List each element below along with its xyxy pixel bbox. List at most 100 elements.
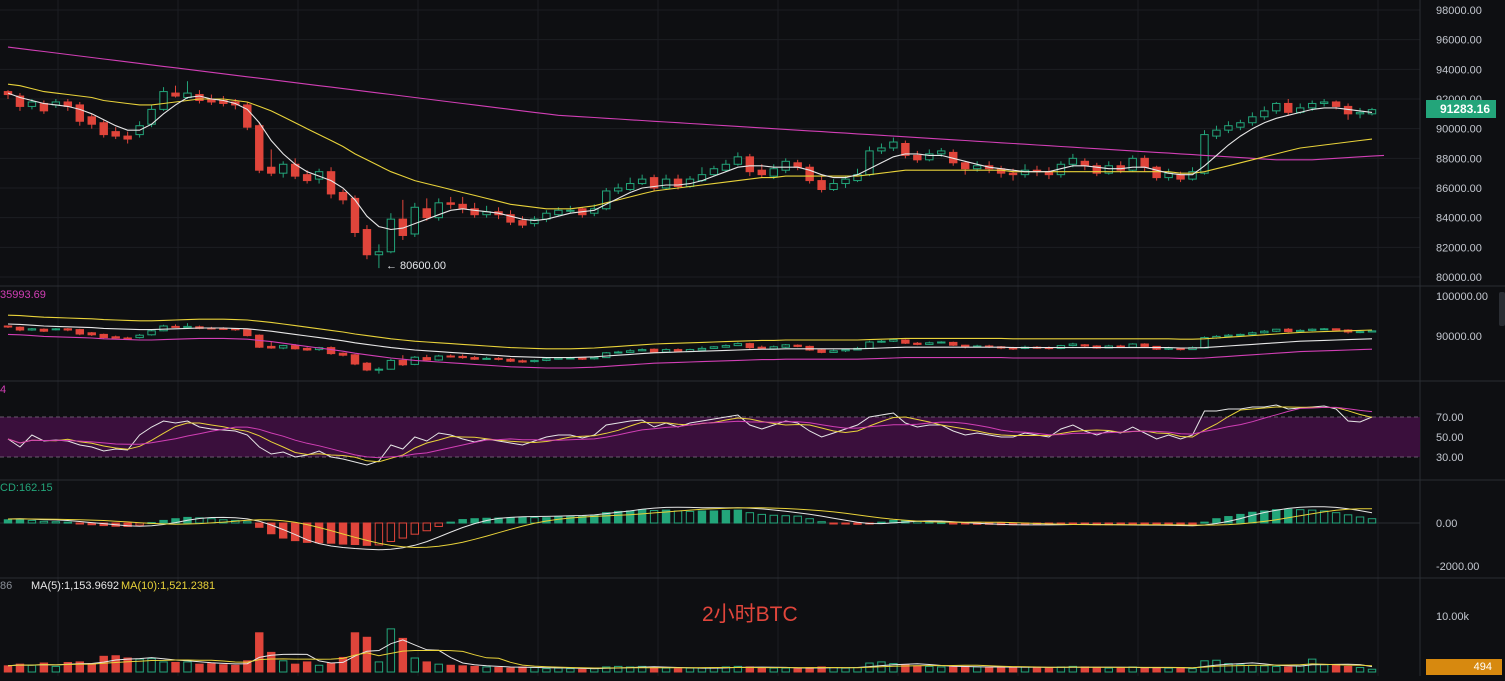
volume-bar (27, 664, 37, 673)
macd-bar (566, 516, 575, 524)
candle (446, 202, 455, 205)
candle (386, 218, 396, 253)
boll-candle (1284, 328, 1293, 333)
macd-bar (949, 522, 958, 525)
candle (649, 177, 659, 189)
volume-bar (1092, 667, 1102, 673)
candle (889, 141, 898, 149)
volume-bar (661, 667, 671, 673)
volume-bar (75, 661, 84, 673)
candle (566, 209, 575, 212)
macd-bar (362, 522, 372, 546)
volume-bar (422, 661, 431, 673)
axis-layer: 98000.0096000.0094000.0092000.0090000.00… (1436, 5, 1488, 623)
candle (1008, 172, 1018, 176)
candle (75, 104, 84, 122)
low-price-marker: ← 80600.00 (386, 260, 446, 272)
boll-candle (781, 344, 790, 348)
boll-candle (1272, 328, 1281, 332)
volume-bar (996, 666, 1006, 673)
macd-bar (925, 521, 934, 524)
boll-candle (1224, 334, 1233, 337)
candle (434, 202, 443, 219)
candle (1140, 157, 1149, 168)
candle (1248, 116, 1257, 124)
watermark-text: 2小时BTC (702, 603, 798, 626)
macd-bar (1068, 522, 1078, 525)
ma-mid-line (7, 83, 1373, 210)
volume-bar (1008, 667, 1018, 673)
boll-candle (757, 346, 766, 349)
macd-bar (267, 522, 276, 535)
volume-bar (673, 668, 683, 673)
grid-lines (0, 0, 1420, 676)
boll-candle (1367, 330, 1377, 333)
candle (1104, 165, 1113, 174)
macd-bar (422, 522, 431, 532)
rsi-slow-line (7, 406, 1373, 459)
volume-bar (39, 662, 49, 673)
candle (111, 131, 120, 137)
candle (1260, 110, 1269, 118)
candle (374, 251, 384, 256)
volume-bar (1260, 665, 1269, 673)
volume-bar (685, 667, 695, 673)
volume-bar (171, 661, 180, 673)
right-scroll-handle[interactable] (1499, 292, 1505, 326)
rsi-layer (7, 404, 1373, 466)
volume-bar (3, 665, 13, 673)
candle (1331, 101, 1341, 107)
boll-candle (960, 344, 970, 348)
volume-bar (554, 667, 563, 673)
volume-bar (913, 665, 922, 673)
volume-bar (1367, 668, 1377, 673)
boll-candle (434, 355, 443, 361)
macd-bar (3, 519, 13, 524)
volume-bar (1284, 666, 1293, 673)
candle (602, 190, 611, 210)
macd-bar (15, 519, 25, 524)
macd-bar (506, 517, 515, 524)
boll-candle (661, 349, 671, 353)
candle (937, 150, 946, 155)
volume-bar (841, 667, 850, 673)
macd-bar (614, 510, 623, 524)
price-tick-label: 98000.00 (1436, 5, 1482, 17)
boll-candle (865, 341, 874, 349)
candle (1128, 157, 1137, 171)
candle (960, 162, 970, 170)
candle (972, 165, 982, 170)
volume-bar (637, 665, 647, 673)
boll-candle (278, 345, 288, 349)
boll-candle (721, 345, 731, 348)
boll-candle (1248, 332, 1257, 335)
price-tick-label: 90000.00 (1436, 124, 1482, 136)
volume-bar (398, 637, 408, 673)
macd-bar (1307, 509, 1317, 524)
boll-candle (554, 357, 563, 360)
boll-candle (793, 344, 802, 347)
candle (1272, 102, 1281, 112)
candle (793, 162, 802, 168)
candle (338, 191, 348, 201)
volume-bar (1068, 665, 1078, 673)
macd-bar (1284, 508, 1293, 524)
candle (913, 154, 922, 161)
volume-bar (290, 663, 300, 673)
boll-candle (1176, 347, 1185, 351)
boll-candle (578, 357, 587, 360)
volume-bar (231, 664, 240, 673)
volume-bar (960, 665, 970, 673)
macd-bar (1355, 516, 1365, 524)
volume-bar (1331, 664, 1341, 673)
boll-candle (123, 337, 132, 340)
volume-bar (817, 666, 826, 673)
candle (1307, 102, 1317, 109)
last-price-badge: 91283.16 (1426, 100, 1496, 118)
candle (159, 91, 168, 110)
macd-bar (374, 522, 384, 546)
macd-bar (841, 522, 850, 525)
boll-candle (925, 342, 934, 345)
volume-bar (386, 628, 396, 673)
